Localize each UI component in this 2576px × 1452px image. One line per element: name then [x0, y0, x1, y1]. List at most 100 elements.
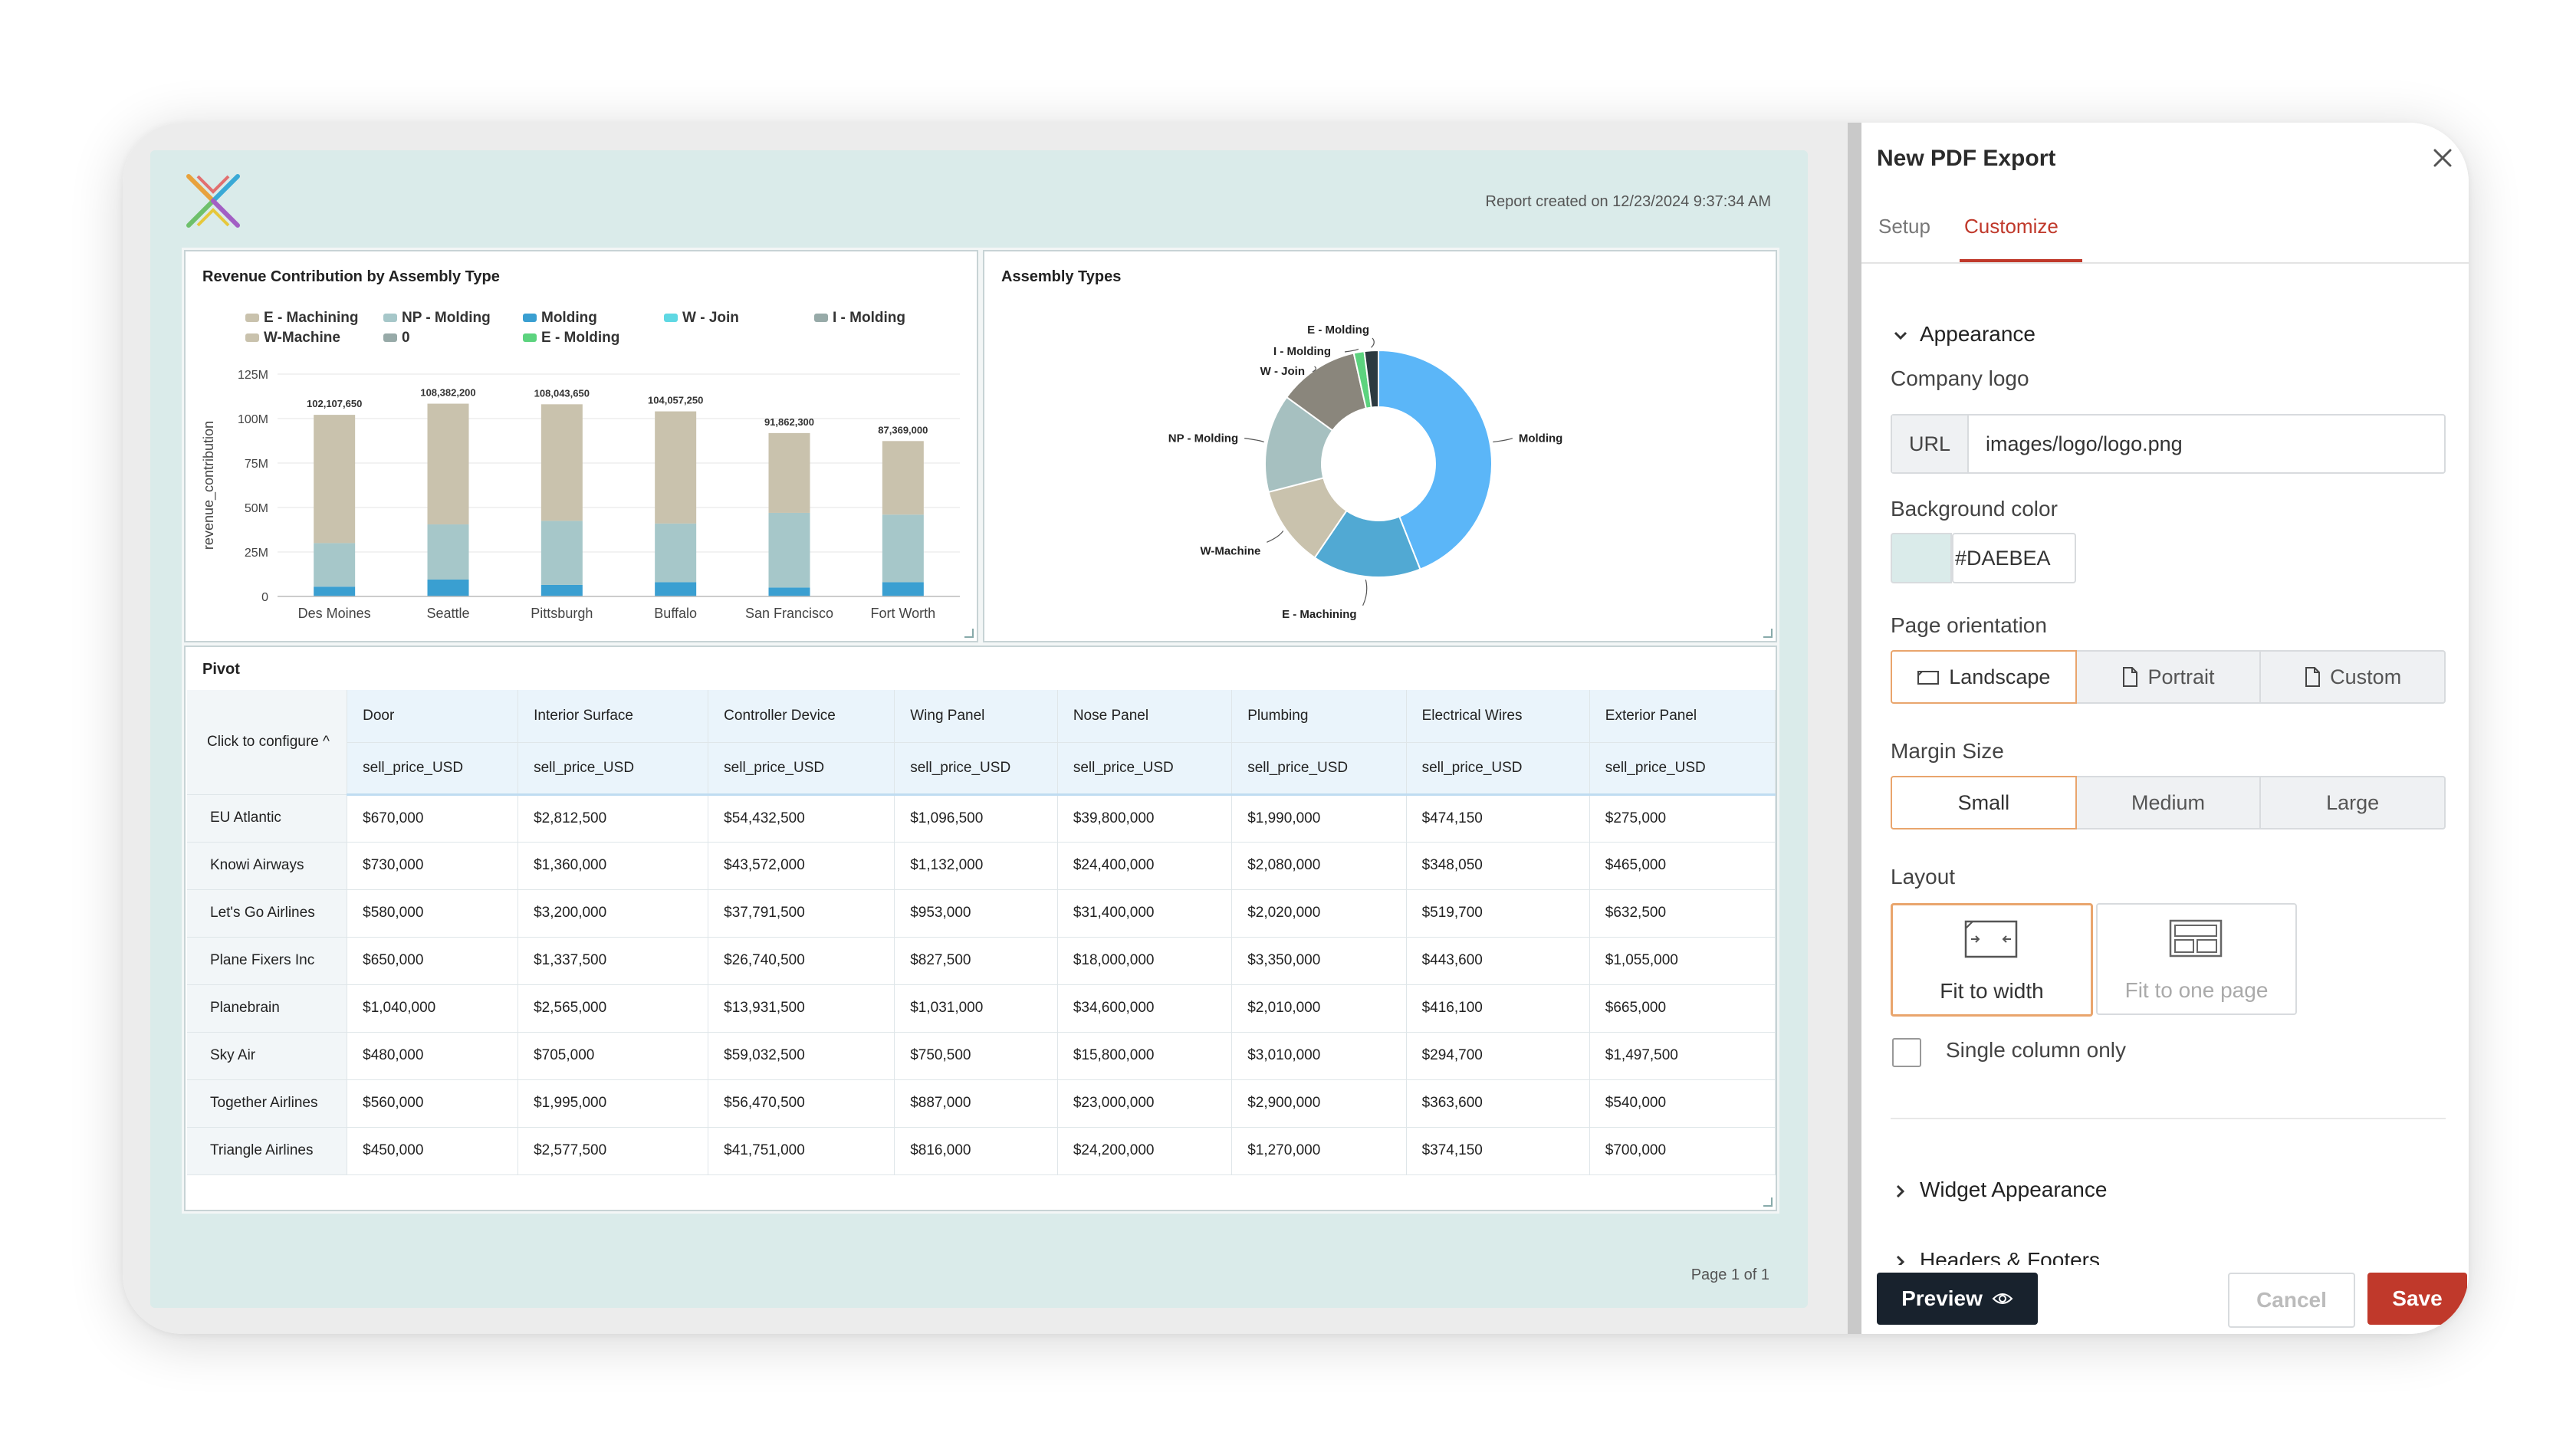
appearance-section-header[interactable]: Appearance — [1892, 322, 2036, 347]
bar-segment[interactable] — [314, 543, 356, 587]
table-row: EU Atlantic $670,000 $2,812,500 $54,432,500… — [187, 794, 1776, 843]
pivot-row-header: Plane Fixers Inc — [187, 937, 348, 985]
pivot-column-header[interactable]: Plumbing — [1231, 690, 1407, 743]
panel-footer: Preview Cancel Save — [1861, 1265, 2469, 1334]
bar-segment[interactable] — [540, 404, 583, 521]
pivot-column-header[interactable]: Electrical Wires — [1406, 690, 1590, 743]
company-logo — [186, 174, 240, 228]
single-column-label[interactable]: Single column only — [1946, 1038, 2127, 1062]
pivot-column-header[interactable]: Interior Surface — [518, 690, 709, 743]
page-number: Page 1 of 1 — [1691, 1266, 1769, 1283]
y-tick-label: 25M — [245, 547, 268, 560]
donut-chart-widget[interactable]: Assembly Types Molding E - Machining W-Mac… — [983, 250, 1777, 642]
pivot-cell: $1,055,000 — [1589, 937, 1776, 985]
bar-segment[interactable] — [427, 524, 469, 580]
bar-segment[interactable] — [655, 411, 697, 524]
resize-handle-icon[interactable] — [964, 629, 974, 638]
pivot-header-row: Click to configure ^ Door Interior Surface… — [187, 690, 1776, 795]
orientation-portrait-button[interactable]: Portrait — [2075, 650, 2262, 704]
pivot-table: Click to configure ^ Door Interior Surface… — [187, 690, 1776, 1175]
pivot-cell: $750,500 — [894, 1032, 1058, 1080]
pivot-measure-header: sell_price_USD — [708, 742, 895, 796]
legend-swatch — [814, 314, 828, 322]
orientation-landscape-button[interactable]: Landscape — [1891, 650, 2077, 704]
orientation-group: Landscape Portrait Custom — [1891, 650, 2446, 704]
margin-large-button[interactable]: Large — [2259, 776, 2446, 829]
orientation-custom-button[interactable]: Custom — [2259, 650, 2446, 704]
bar-segment[interactable] — [427, 403, 469, 525]
legend-label: E - Machining — [264, 310, 359, 326]
pivot-cell: $730,000 — [347, 842, 519, 890]
configure-pivot-button[interactable]: Click to configure ^ — [187, 690, 348, 795]
bar-segment[interactable] — [540, 521, 583, 585]
y-axis-label: revenue_contribution — [201, 421, 217, 550]
bar-segment[interactable] — [882, 582, 924, 596]
widget-appearance-section-header[interactable]: Widget Appearance — [1892, 1178, 2107, 1202]
pivot-row-header: Planebrain — [187, 984, 348, 1033]
pivot-column-header[interactable]: Controller Device — [708, 690, 895, 743]
bar-segment[interactable] — [427, 579, 469, 596]
pivot-cell: $1,360,000 — [518, 842, 709, 890]
bar-segment[interactable] — [882, 514, 924, 583]
bar-segment[interactable] — [768, 512, 810, 588]
pivot-cell: $275,000 — [1589, 794, 1776, 843]
active-tab-indicator — [1960, 259, 2082, 262]
bar-segment[interactable] — [540, 584, 583, 596]
x-tick-label: Pittsburgh — [531, 606, 593, 621]
pivot-widget[interactable]: Pivot Click to configure ^ Door Interior S… — [184, 646, 1777, 1211]
tab-customize[interactable]: Customize — [1964, 215, 2058, 238]
pivot-column-header[interactable]: Wing Panel — [894, 690, 1058, 743]
custom-page-icon — [2305, 667, 2321, 687]
y-tick-label: 50M — [245, 502, 268, 515]
pivot-row-header: Knowi Airways — [187, 842, 348, 890]
x-tick-label: Seattle — [426, 606, 469, 621]
margin-small-button[interactable]: Small — [1891, 776, 2077, 829]
bar-segment[interactable] — [314, 415, 356, 544]
legend-swatch — [245, 333, 259, 342]
eye-icon — [1992, 1293, 2013, 1304]
cancel-button[interactable]: Cancel — [2228, 1273, 2355, 1328]
resize-handle-icon[interactable] — [1763, 1197, 1773, 1207]
pivot-title: Pivot — [202, 661, 240, 678]
pivot-column-header[interactable]: Nose Panel — [1057, 690, 1233, 743]
donut-slice[interactable] — [1378, 349, 1493, 570]
panel-divider[interactable] — [1848, 123, 1861, 1334]
pivot-row-header: EU Atlantic — [187, 794, 348, 843]
bar-segment[interactable] — [768, 432, 810, 513]
pdf-export-panel: New PDF Export Setup Customize Appearanc… — [1861, 123, 2469, 1334]
bar-segment[interactable] — [314, 586, 356, 596]
pivot-column-header[interactable]: Door — [347, 690, 519, 743]
pivot-row-header: Sky Air — [187, 1032, 348, 1080]
y-tick-label: 100M — [238, 413, 268, 426]
close-icon[interactable] — [2427, 143, 2458, 173]
logo-url-field[interactable]: URL images/logo/logo.png — [1891, 414, 2446, 474]
pivot-column-header[interactable]: Exterior Panel — [1589, 690, 1776, 743]
x-tick-label: Buffalo — [654, 606, 697, 621]
resize-handle-icon[interactable] — [1763, 629, 1773, 638]
layout-fit-to-one-page-card[interactable]: Fit to one page — [2096, 903, 2297, 1015]
layout-fit-to-width-card[interactable]: Fit to width — [1891, 903, 2093, 1017]
bar-chart-widget[interactable]: Revenue Contribution by Assembly Type E … — [184, 250, 978, 642]
pivot-cell: $2,010,000 — [1231, 984, 1407, 1033]
chevron-down-icon — [1894, 331, 1907, 340]
background-color-swatch[interactable] — [1891, 533, 1952, 583]
fit-to-width-icon — [1964, 920, 2018, 958]
bar-segment[interactable] — [655, 523, 697, 583]
logo-url-input[interactable]: images/logo/logo.png — [1986, 432, 2183, 455]
donut-slice[interactable] — [1363, 349, 1379, 409]
bar-segment[interactable] — [655, 582, 697, 596]
pivot-cell: $3,010,000 — [1231, 1032, 1407, 1080]
pivot-cell: $374,150 — [1406, 1127, 1590, 1175]
tab-setup[interactable]: Setup — [1878, 215, 1930, 238]
bar-segment[interactable] — [768, 587, 810, 596]
single-column-checkbox[interactable] — [1892, 1038, 1921, 1067]
bar-segment[interactable] — [882, 441, 924, 515]
page-orientation-label: Page orientation — [1891, 613, 2047, 637]
margin-medium-button[interactable]: Medium — [2075, 776, 2262, 829]
table-row: Knowi Airways $730,000 $1,360,000 $43,572,0… — [187, 842, 1776, 890]
save-button[interactable]: Save — [2367, 1273, 2467, 1325]
legend-swatch — [383, 314, 397, 322]
preview-button[interactable]: Preview — [1877, 1273, 2038, 1325]
background-color-input[interactable]: #DAEBEA — [1952, 533, 2076, 583]
appearance-label: Appearance — [1920, 322, 2036, 346]
